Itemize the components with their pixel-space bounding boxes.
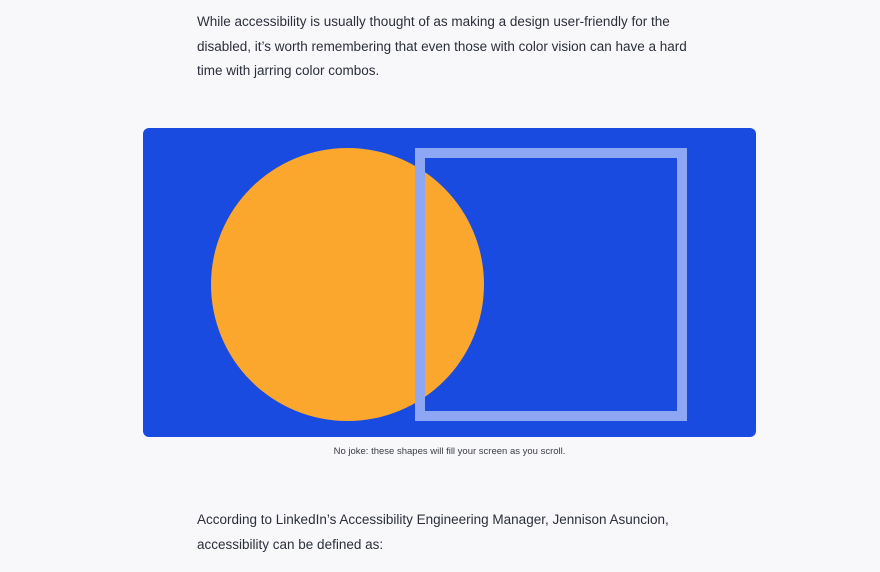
illustration-figure [143, 128, 756, 437]
intro-paragraph: While accessibility is usually thought o… [197, 14, 687, 78]
outro-paragraph: According to LinkedIn’s Accessibility En… [197, 512, 669, 552]
figure-caption: No joke: these shapes will fill your scr… [333, 446, 566, 457]
blue-square-outline-shape [415, 148, 687, 421]
orange-circle-shape [211, 148, 484, 421]
